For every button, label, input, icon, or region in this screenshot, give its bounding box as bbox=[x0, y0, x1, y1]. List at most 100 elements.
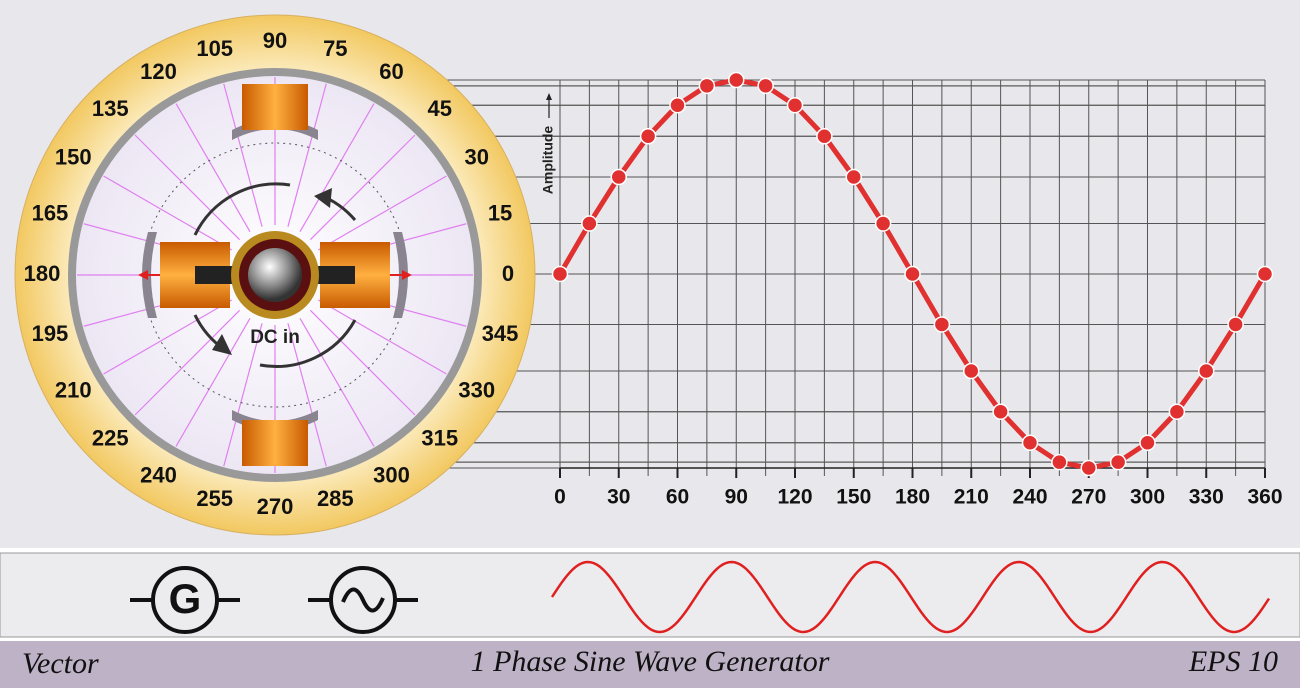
spoke bbox=[318, 175, 447, 251]
dial-label: 120 bbox=[140, 59, 177, 84]
footer-right: EPS 10 bbox=[1188, 645, 1278, 678]
spoke bbox=[318, 299, 447, 375]
point bbox=[1139, 434, 1156, 452]
spoke bbox=[134, 309, 241, 416]
spoke bbox=[175, 103, 251, 232]
spoke bbox=[223, 83, 263, 227]
x-tick-label: 150 bbox=[836, 486, 871, 509]
x-tick-label: 210 bbox=[954, 486, 989, 509]
arrow-head bbox=[402, 270, 412, 280]
dial-label: 45 bbox=[428, 96, 452, 121]
x-tick-label: 30 bbox=[607, 486, 630, 509]
point bbox=[551, 265, 569, 283]
point bbox=[1080, 459, 1097, 477]
dial-label: 90 bbox=[263, 28, 287, 53]
dial-label: 315 bbox=[421, 426, 458, 451]
x-tick-label: 330 bbox=[1189, 486, 1224, 509]
dial-label: 180 bbox=[24, 261, 61, 286]
dial-label: 255 bbox=[196, 486, 233, 511]
point bbox=[669, 96, 686, 114]
dial-label: 165 bbox=[32, 201, 69, 226]
dial-label: 330 bbox=[458, 377, 495, 402]
point bbox=[1227, 316, 1244, 333]
dial: DC in bbox=[14, 14, 536, 536]
point bbox=[816, 128, 833, 145]
symbol-circle bbox=[151, 566, 219, 634]
dial-label: 300 bbox=[373, 463, 410, 488]
graph-grid bbox=[430, 79, 1266, 476]
x-tick-label: 300 bbox=[1130, 486, 1165, 509]
spoke bbox=[287, 83, 327, 227]
dial-label: 345 bbox=[482, 321, 519, 346]
x-tick-label: 180 bbox=[895, 486, 930, 509]
hub bbox=[248, 248, 302, 302]
rotation-arrow bbox=[193, 182, 291, 236]
point bbox=[992, 403, 1009, 420]
dial-label: 30 bbox=[465, 144, 489, 169]
arrow-head bbox=[138, 270, 148, 280]
dial-label: 210 bbox=[55, 377, 92, 402]
point bbox=[610, 168, 627, 186]
y-axis-label: Amplitude bbox=[540, 126, 556, 195]
generator-symbol: G bbox=[130, 566, 240, 634]
point bbox=[1021, 434, 1039, 452]
dial-label: 240 bbox=[140, 463, 177, 488]
dial-label: 285 bbox=[317, 486, 354, 511]
point bbox=[757, 77, 774, 95]
dial-label: 270 bbox=[257, 494, 294, 519]
point bbox=[1256, 265, 1274, 283]
point bbox=[581, 215, 598, 232]
x-tick-label: 270 bbox=[1071, 486, 1106, 509]
spoke bbox=[134, 134, 241, 241]
spoke bbox=[299, 318, 375, 447]
point bbox=[728, 71, 745, 89]
dial-label: 75 bbox=[323, 36, 347, 61]
dial-label: 150 bbox=[55, 144, 92, 169]
x-tick-label: 60 bbox=[666, 486, 689, 509]
arrow-head bbox=[546, 93, 552, 100]
rotor-label: DC in bbox=[250, 327, 300, 348]
spoke bbox=[103, 299, 232, 375]
footer-bar bbox=[0, 641, 1300, 688]
dial-label: 225 bbox=[92, 426, 129, 451]
point bbox=[1168, 403, 1186, 420]
x-tick-label: 240 bbox=[1012, 486, 1047, 509]
arrow-head bbox=[314, 188, 332, 208]
decorative-wave bbox=[550, 560, 1271, 634]
point bbox=[845, 168, 862, 186]
dial-label: 195 bbox=[32, 321, 69, 346]
footer-title: 1 Phase Sine Wave Generator bbox=[471, 645, 830, 678]
field-coil bbox=[242, 420, 308, 466]
point bbox=[963, 362, 980, 380]
ac-symbol bbox=[308, 566, 418, 634]
spoke bbox=[299, 103, 375, 232]
spoke bbox=[103, 175, 232, 251]
point bbox=[639, 128, 657, 145]
dial-label: 60 bbox=[379, 59, 403, 84]
spoke bbox=[309, 309, 416, 416]
point bbox=[874, 215, 892, 232]
x-tick-label: 360 bbox=[1247, 486, 1282, 509]
dial-label: 135 bbox=[92, 96, 129, 121]
graph: 0 30 60 90 120 150 180 210 240 270 300 330 360 bbox=[551, 71, 1283, 509]
spoke bbox=[287, 323, 327, 467]
point bbox=[698, 77, 716, 95]
point bbox=[933, 316, 951, 333]
point bbox=[1198, 362, 1215, 380]
generator-letter: G bbox=[169, 575, 202, 622]
spoke bbox=[223, 323, 263, 467]
ac-wave bbox=[341, 587, 385, 613]
x-tick-label: 90 bbox=[725, 486, 748, 509]
spoke bbox=[309, 134, 416, 241]
spoke bbox=[175, 318, 251, 447]
dial-label: 15 bbox=[488, 201, 512, 226]
dial-label: 0 bbox=[502, 261, 514, 286]
rotation-arrow bbox=[259, 319, 357, 368]
point bbox=[1109, 453, 1127, 471]
point bbox=[1051, 453, 1068, 471]
x-tick-label: 0 bbox=[554, 486, 566, 509]
footer-left: Vector bbox=[22, 647, 99, 680]
field-coil bbox=[242, 84, 308, 130]
